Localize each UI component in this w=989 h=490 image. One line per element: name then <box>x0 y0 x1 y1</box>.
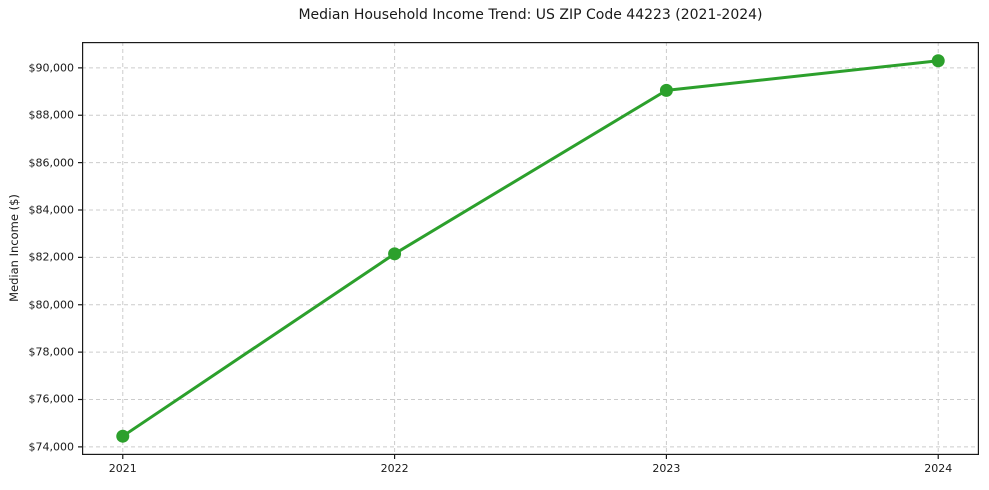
plot-area <box>78 42 979 459</box>
data-point-marker <box>388 247 402 261</box>
y-tick-label: $88,000 <box>28 108 75 122</box>
chart-title: Median Household Income Trend: US ZIP Co… <box>298 7 763 23</box>
y-tick-label: $76,000 <box>28 392 75 406</box>
y-tick-label: $90,000 <box>28 61 75 75</box>
y-tick-label: $78,000 <box>28 345 75 359</box>
x-tick-label: 2022 <box>380 462 409 475</box>
x-tick-label: 2023 <box>652 462 681 475</box>
x-tick-label: 2024 <box>924 462 953 475</box>
y-axis-label: Median Income ($) <box>7 194 21 302</box>
y-tick-label: $82,000 <box>28 250 75 264</box>
y-tick-label: $84,000 <box>28 203 75 217</box>
data-point-marker <box>931 54 945 68</box>
x-tick-label: 2021 <box>108 462 137 475</box>
axes-frame <box>82 42 979 455</box>
y-tick-label: $80,000 <box>28 298 75 312</box>
y-tick-label: $74,000 <box>28 440 75 454</box>
data-point-marker <box>659 83 673 97</box>
trend-line <box>121 59 940 438</box>
data-point-marker <box>116 429 130 443</box>
y-tick-label: $86,000 <box>28 156 75 170</box>
plot-svg <box>78 42 979 459</box>
